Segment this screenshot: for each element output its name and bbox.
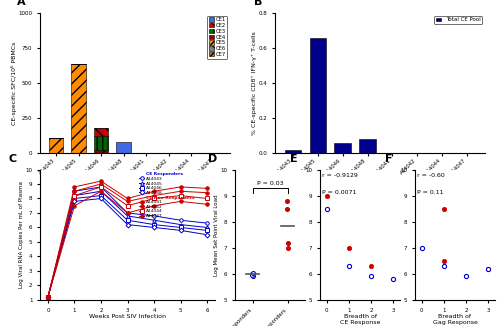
Bar [94,150,108,153]
X-axis label: Weeks Post SIV Infection: Weeks Post SIV Infection [89,314,166,319]
Bar [48,138,64,153]
Text: A: A [17,0,26,7]
Legend: Total CE Pool: Total CE Pool [434,16,482,24]
Text: C: C [8,154,16,164]
X-axis label: Breadth of
Gag Response: Breadth of Gag Response [432,314,478,325]
Bar [310,37,326,153]
Text: B: B [254,0,262,7]
Legend: CE Responders, A14043, A14045, A14046, A14048, CE Non-Responders, A14041, A14042: CE Responders, A14043, A14045, A14046, A… [138,172,194,218]
Text: F: F [384,154,392,164]
Text: D: D [208,154,218,164]
Bar [334,143,350,153]
Y-axis label: Log Viral RNA Copies Per mL of Plasma: Log Viral RNA Copies Per mL of Plasma [19,181,24,288]
Y-axis label: CE-specific SFC/10⁶ PBMCs: CE-specific SFC/10⁶ PBMCs [11,41,17,125]
Text: P = 0.0071: P = 0.0071 [322,190,357,195]
Bar [94,136,108,150]
Text: r = -0.9129: r = -0.9129 [322,173,358,178]
Text: E: E [290,154,297,164]
Text: P = 0.11: P = 0.11 [418,190,444,195]
Text: P = 0.03: P = 0.03 [256,182,283,186]
Bar [284,150,301,153]
Bar [116,142,131,153]
Bar [94,128,108,136]
Bar [360,139,376,153]
Bar [71,64,86,153]
Legend: CE1, CE2, CE3, CE4, CE5, CE6, CE7: CE1, CE2, CE3, CE4, CE5, CE6, CE7 [207,16,228,59]
Y-axis label: % CE-specific CD8⁺ IFN-γ⁺ T-cells: % CE-specific CD8⁺ IFN-γ⁺ T-cells [252,31,257,135]
X-axis label: Breadth of
CE Response: Breadth of CE Response [340,314,380,325]
Text: r = -0.60: r = -0.60 [418,173,445,178]
Y-axis label: Log Mean Set Point Viral Load: Log Mean Set Point Viral Load [214,194,219,275]
